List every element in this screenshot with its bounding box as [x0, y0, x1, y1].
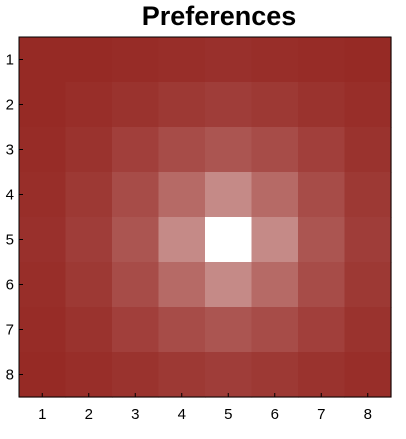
heatmap-cell-r7-c3	[112, 307, 160, 353]
heatmap-cells	[19, 37, 392, 398]
heatmap-cell-r4-c3	[112, 172, 160, 218]
heatmap-cell-r6-c8	[344, 262, 392, 308]
heatmap-cell-r5-c7	[298, 217, 346, 263]
heatmap-cell-r3-c6	[251, 127, 299, 173]
heatmap-cell-r7-c5	[205, 307, 253, 353]
heatmap-cell-r4-c4	[158, 172, 206, 218]
x-tick-label: 8	[364, 406, 372, 423]
heatmap-cell-r2-c1	[19, 82, 67, 128]
heatmap-cell-r4-c1	[19, 172, 67, 218]
y-axis: 1 2 3 4 5 6 7 8	[6, 52, 23, 384]
heatmap-cell-r1-c3	[112, 37, 160, 83]
y-tick-label: 1	[6, 52, 14, 69]
x-tick-label: 2	[85, 406, 93, 423]
heatmap-cell-r8-c1	[19, 352, 67, 398]
heatmap-cell-r8-c4	[158, 352, 206, 398]
heatmap-cell-r4-c6	[251, 172, 299, 218]
plot-frame	[18, 36, 392, 398]
heatmap-cell-r6-c3	[112, 262, 160, 308]
heatmap-cell-r6-c5	[205, 262, 253, 308]
y-tick-label: 4	[6, 187, 14, 204]
y-tick-label: 6	[6, 277, 14, 294]
heatmap-cell-r6-c7	[298, 262, 346, 308]
y-tick-label: 7	[6, 322, 14, 339]
x-tick-label: 6	[271, 406, 279, 423]
heatmap-cell-r8-c2	[65, 352, 113, 398]
heatmap-cell-r2-c6	[251, 82, 299, 128]
chart-title: Preferences	[142, 1, 297, 31]
heatmap-cell-r4-c7	[298, 172, 346, 218]
x-tick-label: 5	[224, 406, 232, 423]
heatmap-cell-r1-c7	[298, 37, 346, 83]
heatmap-cell-r3-c8	[344, 127, 392, 173]
heatmap-cell-r5-c1	[19, 217, 67, 263]
heatmap-cell-r1-c5	[205, 37, 253, 83]
y-tick-label: 5	[6, 232, 14, 249]
heatmap-cell-r1-c2	[65, 37, 113, 83]
heatmap-cell-r5-c6	[251, 217, 299, 263]
heatmap-cell-r7-c6	[251, 307, 299, 353]
heatmap-cell-r8-c8	[344, 352, 392, 398]
x-tick-label: 4	[178, 406, 186, 423]
heatmap-cell-r7-c7	[298, 307, 346, 353]
heatmap-cell-r3-c1	[19, 127, 67, 173]
heatmap-cell-r8-c5	[205, 352, 253, 398]
heatmap-cell-r4-c8	[344, 172, 392, 218]
heatmap-cell-r5-c4	[158, 217, 206, 263]
x-axis: 1 2 3 4 5 6 7 8	[38, 393, 372, 423]
x-tick-label: 3	[131, 406, 139, 423]
heatmap-cell-r3-c5	[205, 127, 253, 173]
y-tick-label: 8	[6, 367, 14, 384]
heatmap-cell-r6-c2	[65, 262, 113, 308]
heatmap-cell-r1-c6	[251, 37, 299, 83]
heatmap-cell-r5-c5	[205, 217, 253, 263]
heatmap-cell-r6-c1	[19, 262, 67, 308]
heatmap-cell-r2-c2	[65, 82, 113, 128]
heatmap-cell-r1-c1	[19, 37, 67, 83]
heatmap-cell-r1-c4	[158, 37, 206, 83]
heatmap-cell-r2-c8	[344, 82, 392, 128]
heatmap-cell-r7-c1	[19, 307, 67, 353]
y-tick-label: 2	[6, 97, 14, 114]
heatmap-cell-r4-c5	[205, 172, 253, 218]
heatmap-cell-r7-c2	[65, 307, 113, 353]
heatmap-cell-r5-c3	[112, 217, 160, 263]
heatmap-cell-r3-c4	[158, 127, 206, 173]
heatmap-cell-r3-c2	[65, 127, 113, 173]
heatmap-cell-r8-c3	[112, 352, 160, 398]
heatmap-cell-r5-c2	[65, 217, 113, 263]
x-tick-label: 1	[38, 406, 46, 423]
heatmap-cell-r2-c3	[112, 82, 160, 128]
heatmap-cell-r1-c8	[344, 37, 392, 83]
heatmap-cell-r6-c4	[158, 262, 206, 308]
heatmap-cell-r2-c7	[298, 82, 346, 128]
heatmap-cell-r2-c4	[158, 82, 206, 128]
y-tick-label: 3	[6, 142, 14, 159]
heatmap-cell-r7-c4	[158, 307, 206, 353]
heatmap-cell-r3-c3	[112, 127, 160, 173]
heatmap-cell-r3-c7	[298, 127, 346, 173]
heatmap-cell-r4-c2	[65, 172, 113, 218]
heatmap-cell-r5-c8	[344, 217, 392, 263]
heatmap-cell-r7-c8	[344, 307, 392, 353]
heatmap-cell-r8-c7	[298, 352, 346, 398]
x-tick-label: 7	[317, 406, 325, 423]
heatmap-cell-r8-c6	[251, 352, 299, 398]
heatmap-cell-r2-c5	[205, 82, 253, 128]
heatmap-cell-r6-c6	[251, 262, 299, 308]
